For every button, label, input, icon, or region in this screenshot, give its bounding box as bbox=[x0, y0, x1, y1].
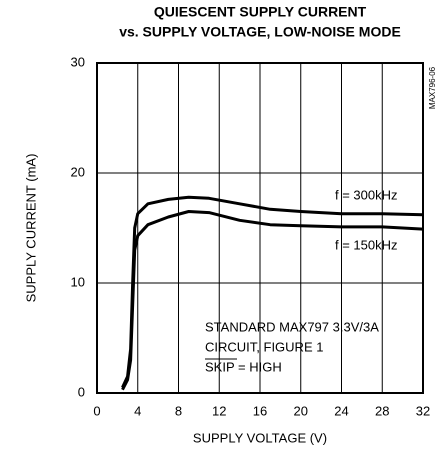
annotation: CIRCUIT, FIGURE 1 bbox=[205, 339, 323, 354]
data-line bbox=[121, 210, 424, 391]
x-tick-label: 16 bbox=[253, 403, 267, 418]
x-tick-label: 32 bbox=[416, 403, 430, 418]
y-tick-label: 20 bbox=[71, 164, 85, 179]
series-label: f = 150kHz bbox=[335, 237, 398, 252]
x-tick-label: 12 bbox=[212, 403, 226, 418]
x-axis-label: SUPPLY VOLTAGE (V) bbox=[193, 430, 327, 445]
y-tick-label: 30 bbox=[71, 54, 85, 69]
x-tick-label: 20 bbox=[294, 403, 308, 418]
annotation: STANDARD MAX797 3.3V/3A bbox=[205, 319, 379, 334]
y-axis-label: SUPPLY CURRENT (mA) bbox=[23, 154, 38, 303]
x-tick-label: 24 bbox=[334, 403, 348, 418]
y-tick-label: 10 bbox=[71, 274, 85, 289]
y-tick-label: 0 bbox=[78, 384, 85, 399]
x-tick-label: 4 bbox=[134, 403, 141, 418]
chart-subtitle: vs. SUPPLY VOLTAGE, LOW-NOISE MODE bbox=[119, 24, 401, 40]
figure-id: MAX796-06 bbox=[428, 66, 437, 109]
chart-title: QUIESCENT SUPPLY CURRENT bbox=[154, 4, 367, 20]
x-tick-label: 8 bbox=[175, 403, 182, 418]
x-tick-label: 0 bbox=[93, 403, 100, 418]
series-label: f = 300kHz bbox=[335, 187, 398, 202]
x-tick-label: 28 bbox=[375, 403, 389, 418]
annotation: SKIP = HIGH bbox=[205, 359, 282, 374]
